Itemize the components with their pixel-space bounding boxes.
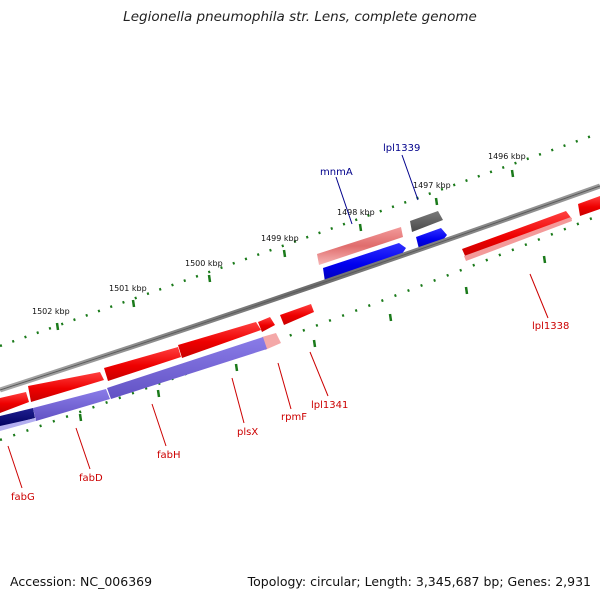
major-ticks (55, 169, 547, 422)
tick-label: 1497 kbp (413, 181, 451, 190)
tick-labels: 1496 kbp 1497 kbp 1498 kbp 1499 kbp 1500… (32, 152, 526, 316)
gene-feature[interactable] (28, 372, 104, 402)
gene-feature[interactable] (104, 347, 181, 381)
map-title: Legionella pneumophila str. Lens, comple… (123, 9, 477, 25)
gene-feature[interactable] (0, 392, 29, 413)
gene-label-lpl1339[interactable]: lpl1339 (383, 143, 420, 154)
tick-label: 1500 kbp (185, 259, 223, 268)
tick-label: 1501 kbp (109, 284, 147, 293)
gene-label-rpmF[interactable]: rpmF (281, 412, 307, 423)
gene-label-lpl1341[interactable]: lpl1341 (311, 400, 348, 411)
gene-feature[interactable] (33, 389, 110, 421)
forward-strand (317, 196, 600, 265)
label-leaders (7, 154, 549, 489)
gene-label-fabH[interactable]: fabH (157, 450, 181, 461)
tick-label: 1502 kbp (32, 307, 70, 316)
gene-feature[interactable] (462, 211, 572, 258)
inner-tick-ring (0, 213, 600, 442)
genome-summary-text: Topology: circular; Length: 3,345,687 bp… (247, 574, 591, 589)
reverse-strand-lower (0, 337, 267, 431)
gene-feature[interactable] (410, 211, 443, 232)
gene-feature[interactable] (416, 228, 447, 249)
gene-label-fabD[interactable]: fabD (79, 473, 103, 484)
gene-labels: lpl1339 mnmA lpl1338 lpl1341 rpmF plsX f… (11, 143, 569, 503)
accession-text: Accession: NC_006369 (10, 574, 153, 589)
gene-feature[interactable] (107, 337, 267, 399)
gene-feature[interactable] (0, 418, 36, 431)
reverse-strand-upper (323, 228, 447, 282)
tick-label: 1496 kbp (488, 152, 526, 161)
outer-tick-ring (0, 131, 600, 348)
gene-label-lpl1338[interactable]: lpl1338 (532, 321, 569, 332)
gene-feature[interactable] (317, 227, 403, 265)
gene-label-plsX[interactable]: plsX (237, 427, 258, 438)
gene-feature[interactable] (280, 304, 314, 325)
tick-label: 1499 kbp (261, 234, 299, 243)
gene-feature[interactable] (262, 333, 281, 350)
forward-strand-lower (0, 304, 314, 413)
gene-feature[interactable] (323, 243, 406, 282)
gene-feature[interactable] (0, 408, 35, 427)
gene-label-fabG[interactable]: fabG (11, 492, 35, 503)
gene-feature[interactable] (464, 217, 572, 261)
gene-feature[interactable] (578, 196, 600, 216)
genome-backbone (0, 183, 600, 393)
gene-feature[interactable] (258, 317, 275, 332)
gene-feature[interactable] (178, 322, 261, 358)
tick-label: 1498 kbp (337, 208, 375, 217)
gene-label-mnmA[interactable]: mnmA (320, 167, 353, 178)
